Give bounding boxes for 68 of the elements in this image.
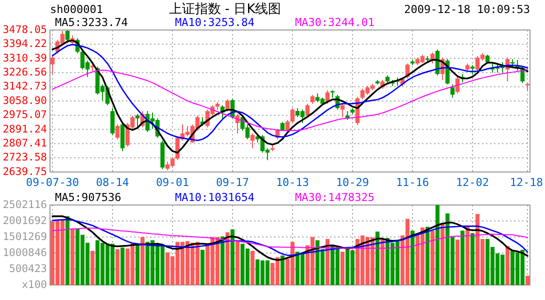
series-label: MA5:907536 xyxy=(55,191,122,204)
x-tick-label: 10-29 xyxy=(336,176,370,189)
y-tick-label: 1501269 xyxy=(2,230,47,243)
bar xyxy=(526,276,530,285)
x-tick-label: 09-01 xyxy=(156,176,190,189)
y-tick-label: 2807.41 xyxy=(2,137,47,150)
y-tick-label: 2639.75 xyxy=(2,166,47,178)
y-tick-label: 3478.05 xyxy=(2,24,47,36)
bar xyxy=(470,233,474,285)
y-tick-label: 3058.90 xyxy=(2,94,47,107)
y-tick-label: 2723.58 xyxy=(2,152,47,164)
text: MA30:1478325 xyxy=(295,191,374,204)
y-tick-label: 2502116 xyxy=(2,198,47,211)
x-tick-label: 09-17 xyxy=(216,176,250,189)
x-tick-label: 12-18 xyxy=(510,176,543,189)
x-tick-label: 12-02 xyxy=(456,176,490,189)
bar xyxy=(410,230,414,285)
bar xyxy=(90,250,94,285)
chart-title: 上证指数 - 日K线图 xyxy=(168,2,282,17)
bar xyxy=(140,237,144,285)
bar xyxy=(456,240,460,285)
bar xyxy=(220,236,224,285)
bar xyxy=(230,229,234,285)
bar xyxy=(66,216,70,285)
line-series xyxy=(52,228,528,249)
bar xyxy=(120,248,124,285)
x-tick-label: 10-13 xyxy=(276,176,310,189)
text: MA10:1031654 xyxy=(175,191,255,204)
bar xyxy=(226,232,230,285)
y-tick-label: 3310.39 xyxy=(2,52,47,64)
y-tick-label: 1000846 xyxy=(2,246,47,259)
y-tick-label: 3142.73 xyxy=(2,80,47,93)
bar xyxy=(426,226,430,285)
bar xyxy=(340,252,344,285)
bar xyxy=(70,228,74,285)
bar xyxy=(136,244,140,285)
bar xyxy=(250,250,254,285)
bar xyxy=(440,222,444,285)
x-tick-label: 11-16 xyxy=(396,176,430,189)
y-tick-label: 2001692 xyxy=(2,214,47,227)
bar xyxy=(466,226,470,285)
bar xyxy=(376,232,380,285)
chart-subtitle: sh000001 xyxy=(50,3,103,16)
candlestick xyxy=(330,90,335,98)
bar xyxy=(116,249,120,285)
bar xyxy=(326,238,330,285)
bar xyxy=(380,238,384,285)
candlestick xyxy=(270,145,275,152)
bar xyxy=(506,246,510,285)
bar xyxy=(460,230,464,285)
y-tick-label: x100 xyxy=(22,278,47,291)
x-tick-label: 08-14 xyxy=(96,176,130,189)
y-tick-label: 2975.07 xyxy=(2,109,47,122)
bar xyxy=(430,230,434,285)
y-tick-label: 500423 xyxy=(9,262,47,275)
y-tick-label: 2891.24 xyxy=(2,123,47,136)
series-label: MA5:3233.74 xyxy=(55,16,128,29)
y-tick-label: 3226.56 xyxy=(2,66,47,78)
text: MA30:3244.01 xyxy=(295,16,374,29)
y-tick-label: 3394.22 xyxy=(2,38,47,50)
bar xyxy=(200,250,204,285)
bar xyxy=(280,256,284,285)
text: MA10:3253.84 xyxy=(175,16,255,29)
line-series xyxy=(52,69,528,131)
bar xyxy=(236,241,240,285)
x-tick-label: 09-07-30 xyxy=(26,176,79,189)
bar xyxy=(436,205,440,285)
text: 2009-12-18 10:09:53 xyxy=(404,3,530,16)
